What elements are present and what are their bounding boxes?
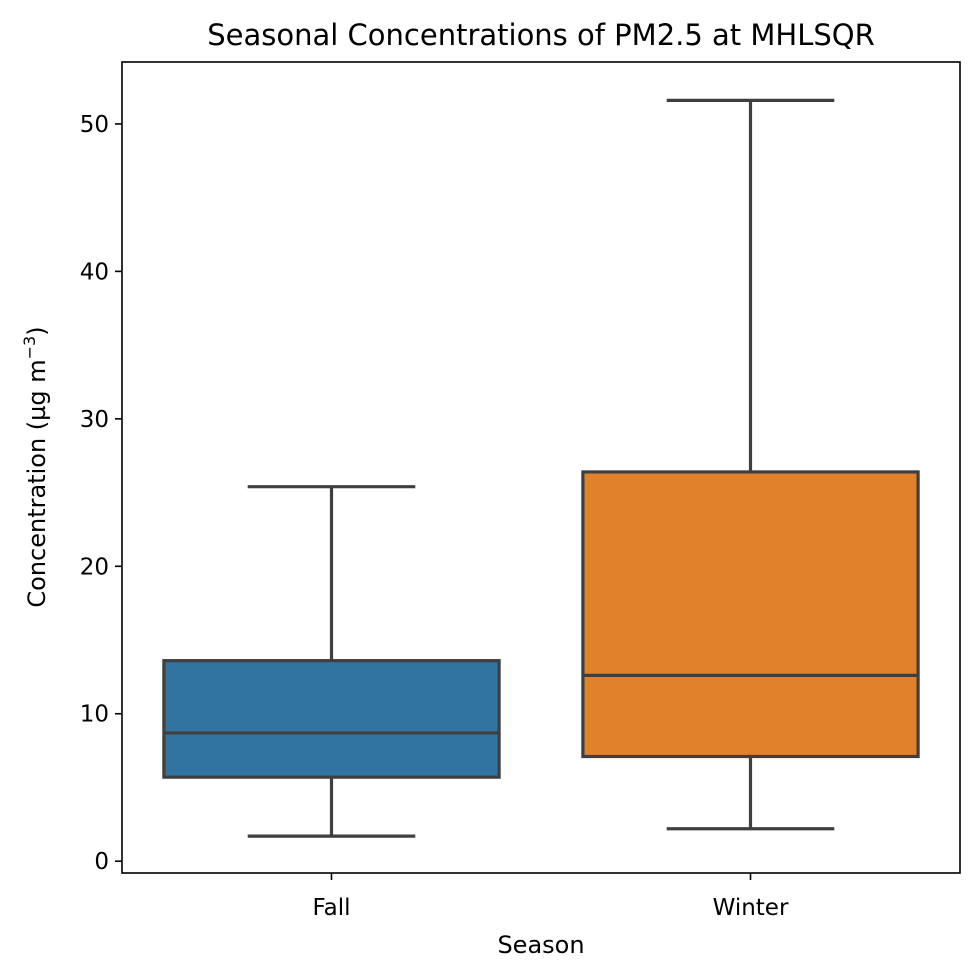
y-tick-label: 10 <box>80 702 109 728</box>
y-tick-label: 0 <box>94 849 109 875</box>
box-winter <box>581 98 920 831</box>
y-tick-label: 40 <box>80 259 109 285</box>
chart-title: Seasonal Concentrations of PM2.5 at MHLS… <box>207 18 875 52</box>
x-tick-label-winter: Winter <box>713 895 789 921</box>
box-fall <box>162 485 501 838</box>
x-axis-label: Season <box>497 931 584 959</box>
axes-frame <box>121 61 961 874</box>
y-tick-label: 20 <box>80 554 109 580</box>
interquartile-box <box>581 470 920 759</box>
plot-area <box>162 98 920 838</box>
y-tick-label: 30 <box>80 407 109 433</box>
y-tick-label: 50 <box>80 112 109 138</box>
y-axis: 0 10 20 30 40 50 <box>80 112 122 875</box>
y-axis-label: Concentration (µg m−3) <box>20 326 51 607</box>
y-axis-label-main: Concentration (µg m <box>23 359 51 607</box>
y-axis-label-superscript: −3 <box>20 336 39 360</box>
x-tick-label-fall: Fall <box>313 895 351 921</box>
y-axis-label-suffix: ) <box>23 326 51 335</box>
x-axis: Fall Winter <box>313 873 789 921</box>
interquartile-box <box>162 659 501 779</box>
